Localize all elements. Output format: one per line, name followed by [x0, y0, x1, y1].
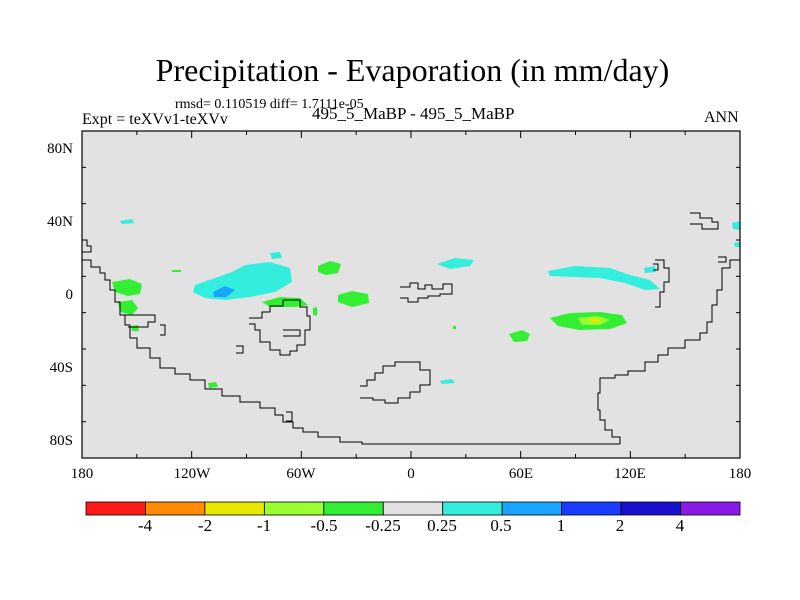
contour-green-blob: [131, 325, 139, 331]
coastline: [360, 361, 431, 404]
contour-cyan-small: [437, 258, 474, 269]
coastline: [82, 259, 620, 445]
colorbar-label: 2: [615, 516, 625, 535]
contour-green-blob: [338, 291, 369, 307]
coastline: [286, 411, 293, 422]
coastline: [655, 259, 670, 308]
colorbar-swatch: [680, 501, 741, 516]
colorbar-label: 0.25: [427, 516, 457, 535]
colorbar-swatch: [620, 501, 681, 516]
rmsd-stats: rmsd= 0.110519 diff= 1.7111e-05: [175, 97, 364, 112]
plot-title: Precipitation - Evaporation (in mm/day): [155, 52, 670, 88]
contour-cyan-small: [644, 266, 656, 273]
contour-cyan-small: [120, 219, 134, 224]
contour-green-blob: [172, 270, 181, 272]
axis-ticks: [81, 130, 741, 459]
lat-label: 0: [65, 287, 74, 303]
colorbar-label: -4: [137, 516, 153, 535]
lat-label: 80S: [49, 433, 73, 449]
contour-cyan-small: [440, 379, 455, 384]
colorbar-swatch: [204, 501, 265, 516]
contour-cyan-small: [270, 252, 282, 259]
coastline: [283, 329, 301, 337]
contour-cyan-small: [734, 242, 740, 247]
period-label: 495_5_MaBP - 495_5_MaBP: [312, 104, 515, 123]
colorbar-swatch: [85, 501, 146, 516]
colorbar-label: -0.25: [365, 516, 401, 535]
colorbar-swatch: [323, 501, 384, 516]
coastline: [160, 324, 166, 336]
colorbar-label: -1: [256, 516, 272, 535]
lat-label: 40N: [47, 214, 73, 230]
colorbar-label: 4: [675, 516, 685, 535]
map-background: [82, 131, 740, 458]
contour-green-blob: [313, 307, 317, 316]
lon-label: 60E: [508, 466, 534, 482]
colorbar-label: -2: [197, 516, 213, 535]
coastline: [718, 256, 727, 263]
lon-label: 120W: [173, 466, 211, 482]
coastline: [236, 345, 244, 354]
contour-green-blob: [509, 330, 530, 342]
contour-green-blob: [208, 382, 218, 388]
lon-label: 0: [407, 466, 415, 482]
lon-label: 180: [728, 466, 752, 482]
season-label: ANN: [704, 109, 739, 126]
coastline: [82, 239, 92, 253]
contour-cyan-band: [548, 266, 660, 290]
colorbar-label: -0.5: [310, 516, 338, 535]
colorbar-swatch: [442, 501, 503, 516]
colorbar-swatch: [501, 501, 563, 516]
lon-label: 180: [70, 466, 94, 482]
contour-green-blob: [453, 326, 456, 329]
contour-green-blob: [318, 261, 341, 275]
colorbar-swatch: [145, 501, 206, 516]
coastlines: [82, 212, 740, 445]
lat-label: 80N: [47, 141, 73, 157]
lat-label: 40S: [49, 360, 73, 376]
coastline: [249, 299, 311, 356]
colorbar-swatch: [382, 501, 444, 516]
contour-green-blob: [112, 279, 142, 296]
coastline: [125, 314, 156, 328]
colorbar-label: 0.5: [490, 516, 512, 535]
lon-label: 120E: [614, 466, 646, 482]
colorbar-label: 1: [556, 516, 566, 535]
colorbar-swatch: [561, 501, 622, 516]
lon-label: 60W: [286, 466, 316, 482]
coastline: [653, 263, 659, 271]
coastline: [690, 212, 719, 230]
contour-cyan-small: [732, 221, 740, 230]
coastline: [400, 282, 453, 303]
contour-blue-core: [213, 286, 235, 297]
experiment-label: Expt = teXVv1-teXVv: [82, 111, 228, 128]
anomaly-contours: [112, 219, 740, 388]
contour-yellow-core: [590, 318, 601, 323]
colorbar-swatch: [263, 501, 325, 516]
coastline: [597, 259, 740, 444]
contour-green-blob: [118, 300, 138, 315]
colorbar: [85, 501, 741, 516]
